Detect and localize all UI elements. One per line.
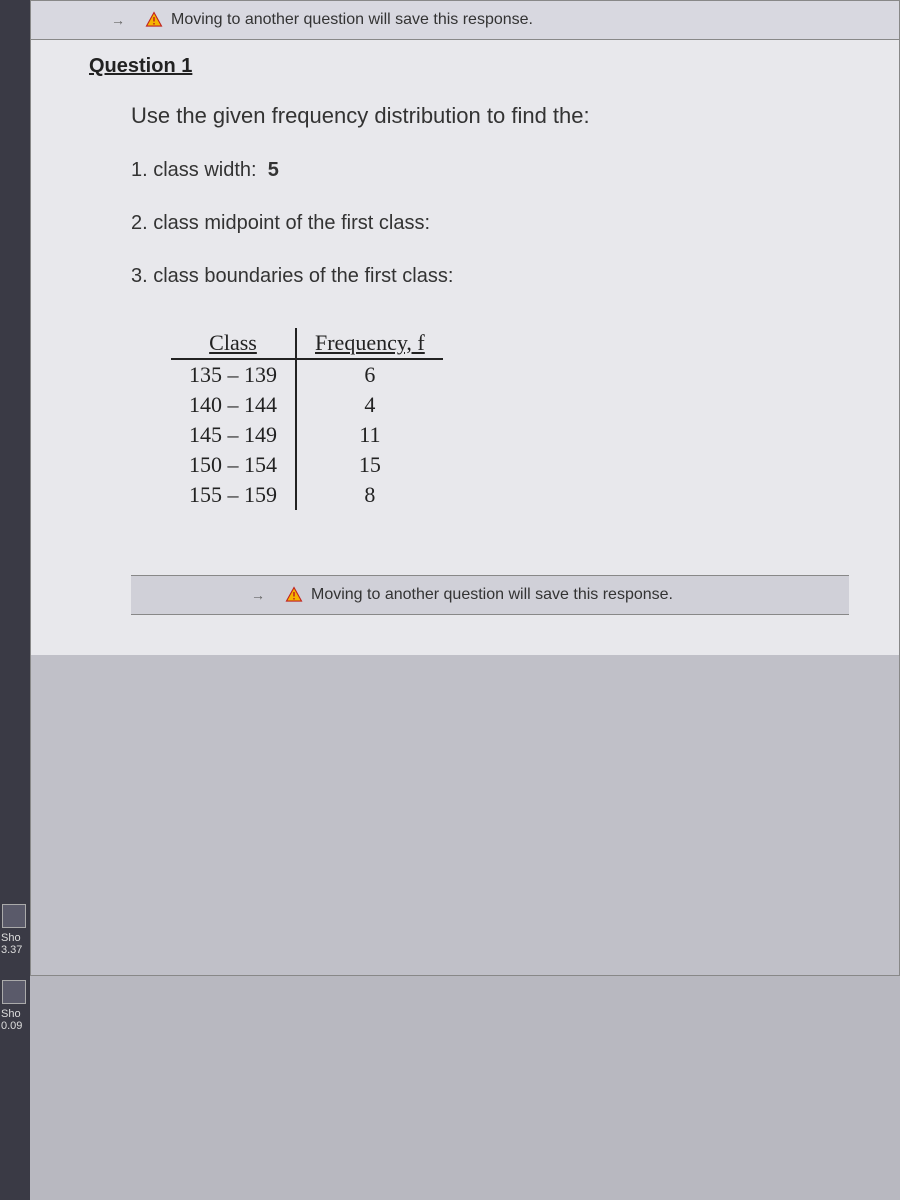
cell-freq: 4 bbox=[296, 390, 443, 420]
question-item-1: 1. class width: 5 bbox=[131, 159, 849, 182]
cell-class: 135 – 139 bbox=[171, 359, 296, 390]
warning-message: Moving to another question will save thi… bbox=[311, 586, 673, 604]
cell-freq: 11 bbox=[296, 420, 443, 450]
warning-icon bbox=[145, 11, 163, 29]
warning-icon bbox=[285, 586, 303, 604]
desktop-thumb-label: Sho bbox=[0, 1008, 30, 1020]
nav-arrow-icon[interactable]: → bbox=[251, 587, 265, 603]
warning-bar-bottom: → Moving to another question will save t… bbox=[131, 575, 849, 615]
col-header-class: Class bbox=[171, 328, 296, 359]
desktop-thumb-sublabel: 0.09 bbox=[0, 1020, 30, 1032]
cell-freq: 15 bbox=[296, 450, 443, 480]
table-row: 145 – 149 11 bbox=[171, 420, 443, 450]
cell-class: 145 – 149 bbox=[171, 420, 296, 450]
cell-class: 140 – 144 bbox=[171, 390, 296, 420]
col-header-frequency: Frequency, f bbox=[296, 328, 443, 359]
quiz-window: → Moving to another question will save t… bbox=[30, 0, 900, 976]
question-header: Question 1 bbox=[31, 40, 899, 78]
table-row: 135 – 139 6 bbox=[171, 359, 443, 390]
desktop-thumb-label: Sho bbox=[0, 932, 30, 944]
desktop-icons: Sho 3.37 Sho 0.09 bbox=[0, 900, 30, 1032]
cell-class: 155 – 159 bbox=[171, 480, 296, 510]
warning-bar-top: → Moving to another question will save t… bbox=[31, 1, 899, 40]
empty-area bbox=[31, 655, 899, 975]
desktop-thumbnail[interactable] bbox=[2, 904, 26, 928]
nav-arrow-icon[interactable]: → bbox=[111, 12, 125, 28]
table-row: 140 – 144 4 bbox=[171, 390, 443, 420]
warning-message: Moving to another question will save thi… bbox=[171, 11, 533, 29]
desktop-thumbnail[interactable] bbox=[2, 980, 26, 1004]
question-body: Use the given frequency distribution to … bbox=[31, 78, 899, 655]
question-instruction: Use the given frequency distribution to … bbox=[131, 103, 849, 129]
desktop-thumb-sublabel: 3.37 bbox=[0, 944, 30, 956]
item1-value: 5 bbox=[268, 159, 279, 181]
cell-freq: 6 bbox=[296, 359, 443, 390]
cell-class: 150 – 154 bbox=[171, 450, 296, 480]
item1-label: 1. class width: bbox=[131, 159, 257, 181]
table-row: 155 – 159 8 bbox=[171, 480, 443, 510]
cell-freq: 8 bbox=[296, 480, 443, 510]
frequency-table: Class Frequency, f 135 – 139 6 140 – 144… bbox=[171, 328, 443, 510]
table-row: 150 – 154 15 bbox=[171, 450, 443, 480]
question-item-3: 3. class boundaries of the first class: bbox=[131, 265, 849, 288]
question-item-2: 2. class midpoint of the first class: bbox=[131, 212, 849, 235]
table-header-row: Class Frequency, f bbox=[171, 328, 443, 359]
